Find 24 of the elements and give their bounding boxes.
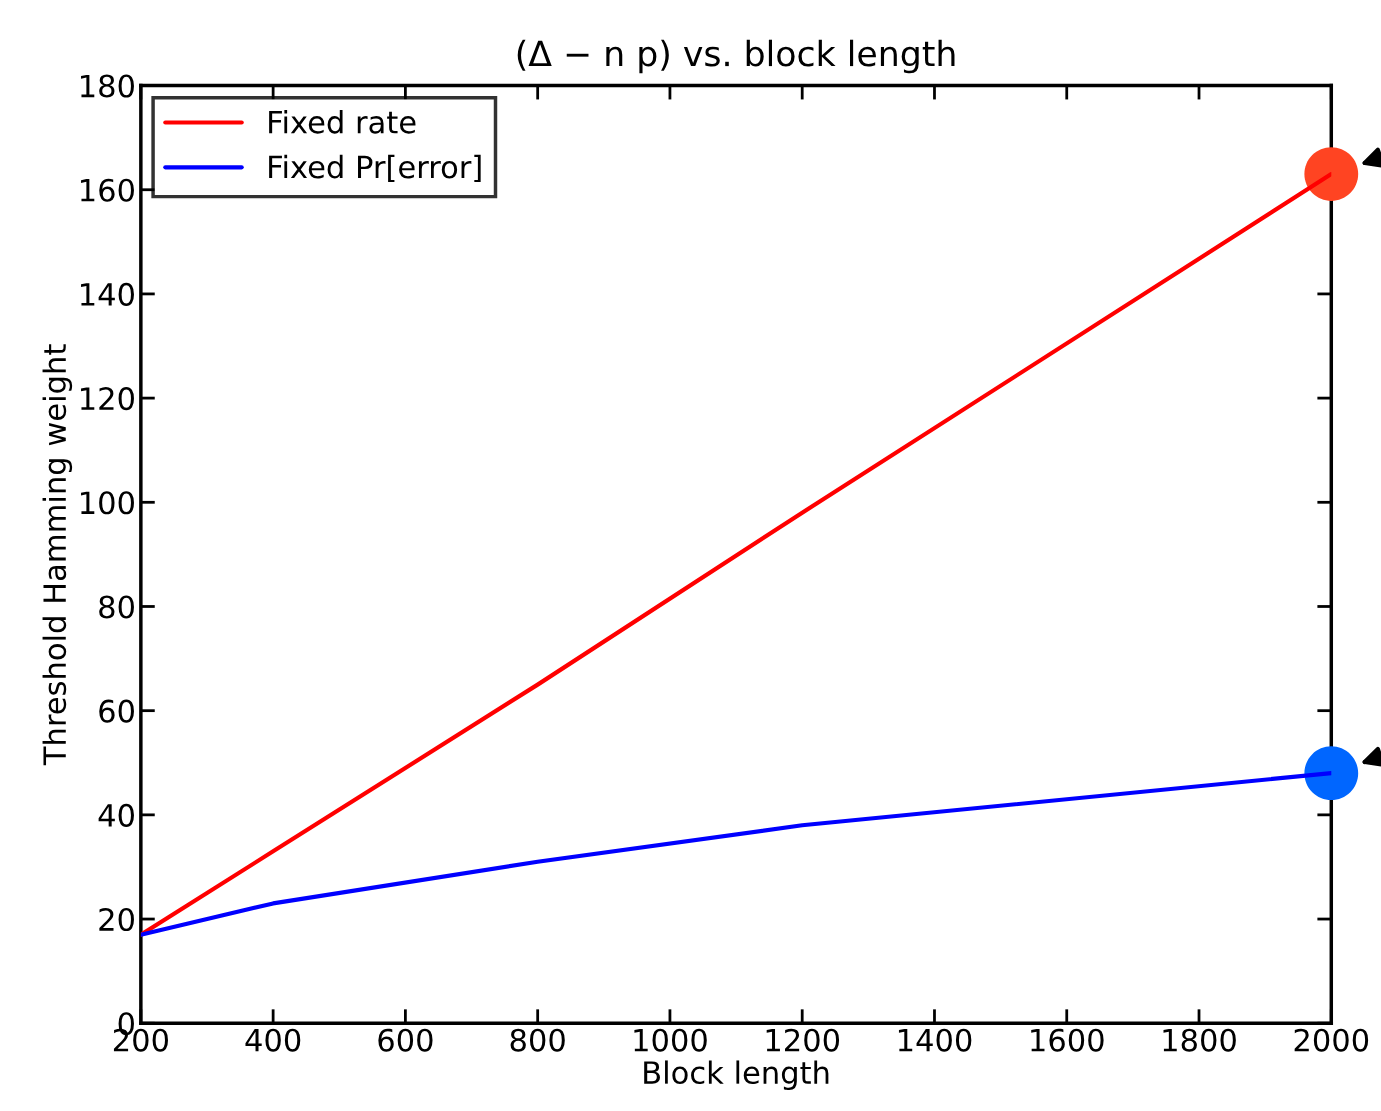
x-tick-label: 1000 <box>634 1028 707 1052</box>
x-tick-label: 2000 <box>1294 1028 1369 1052</box>
chart-title: (Δ − n p) vs. block length <box>517 39 955 74</box>
x-tick-label: 1200 <box>766 1028 840 1052</box>
line-series <box>140 771 1332 937</box>
y-tick-label: 20 <box>99 907 134 932</box>
y-tick-label: 40 <box>98 803 134 827</box>
y-tick-label: 140 <box>81 282 134 306</box>
x-tick-label: 1400 <box>898 1028 972 1052</box>
legend-label: Fixed rate <box>269 109 416 134</box>
y-tick-label: 180 <box>81 74 134 98</box>
x-tick-label: 800 <box>510 1028 565 1052</box>
y-tick-label: 80 <box>99 595 134 619</box>
x-tick-label: 1800 <box>1163 1028 1236 1052</box>
y-axis-title: Threshold Hamming weight <box>42 344 73 766</box>
x-tick-label: 1600 <box>1031 1028 1104 1052</box>
y-tick-label: 120 <box>81 387 134 411</box>
x-axis-title: Block length <box>644 1060 829 1091</box>
legend-label: Fixed Pr[error] <box>269 154 481 183</box>
x-tick-label: 400 <box>245 1028 301 1052</box>
y-tick-label: 100 <box>81 491 134 515</box>
x-tick-label: 600 <box>378 1028 433 1052</box>
y-tick-label: 60 <box>99 699 134 723</box>
y-tick-label: 160 <box>81 178 134 202</box>
